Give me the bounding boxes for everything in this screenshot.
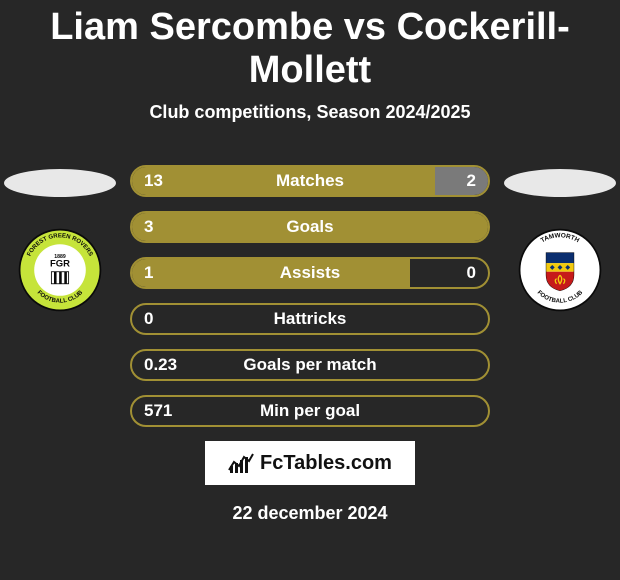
stat-label: Min per goal <box>132 397 488 425</box>
comparison-infographic: Liam Sercombe vs Cockerill-Mollett Club … <box>0 0 620 580</box>
crest-left-center: FGR <box>50 259 70 270</box>
stat-row: Goals3 <box>130 211 490 243</box>
page-title: Liam Sercombe vs Cockerill-Mollett <box>0 6 620 92</box>
stat-label: Goals per match <box>132 351 488 379</box>
player-photo-placeholder-right <box>504 169 616 197</box>
left-player-column: FOREST GREEN ROVERS FOOTBALL CLUB FGR 18… <box>0 165 120 313</box>
stat-row: Matches13 2 <box>130 165 490 197</box>
brand-text: FcTables.com <box>260 452 392 475</box>
brand-badge: FcTables.com <box>205 441 415 485</box>
stat-row: Hattricks0 <box>130 303 490 335</box>
stat-label: Hattricks <box>132 305 488 333</box>
stat-value-left: 0.23 <box>144 351 177 379</box>
stat-label: Assists <box>132 259 488 287</box>
crest-right-shield-icon <box>546 253 574 291</box>
stat-value-left: 3 <box>144 213 153 241</box>
stat-label: Goals <box>132 213 488 241</box>
body-row: FOREST GREEN ROVERS FOOTBALL CLUB FGR 18… <box>0 165 620 427</box>
stat-value-right: 2 <box>467 167 476 195</box>
stat-label: Matches <box>132 167 488 195</box>
stat-row: Min per goal571 <box>130 395 490 427</box>
stats-list: Matches132Goals3Assists10Hattricks0Goals… <box>130 165 490 427</box>
player-photo-placeholder-left <box>4 169 116 197</box>
stat-row: Goals per match0.23 <box>130 349 490 381</box>
stat-value-right: 0 <box>467 259 476 287</box>
stat-value-left: 13 <box>144 167 163 195</box>
date-text: 22 december 2024 <box>232 503 387 524</box>
club-crest-left: FOREST GREEN ROVERS FOOTBALL CLUB FGR 18… <box>17 227 103 313</box>
footer: FcTables.com 22 december 2024 <box>0 441 620 524</box>
right-player-column: TAMWORTH FOOTBALL CLUB <box>500 165 620 313</box>
page-subtitle: Club competitions, Season 2024/2025 <box>0 102 620 123</box>
crest-left-year: 1889 <box>54 254 66 260</box>
brand-chart-icon <box>228 452 254 474</box>
stat-value-left: 1 <box>144 259 153 287</box>
stat-value-left: 571 <box>144 397 172 425</box>
stat-row: Assists1 0 <box>130 257 490 289</box>
crest-left-jersey-icon <box>51 272 68 284</box>
club-crest-right: TAMWORTH FOOTBALL CLUB <box>517 227 603 313</box>
stat-value-left: 0 <box>144 305 153 333</box>
